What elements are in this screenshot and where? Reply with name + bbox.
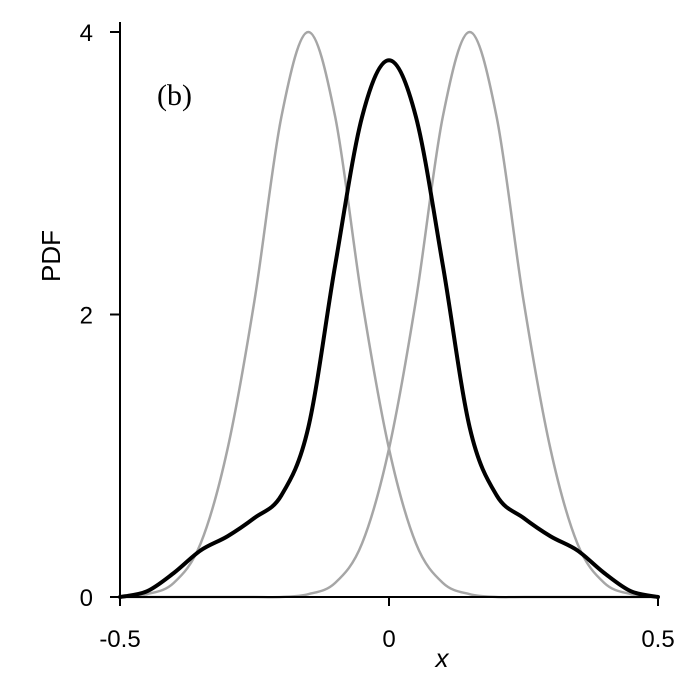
panel-label: (b): [157, 79, 192, 112]
x-tick-label: 0.5: [641, 626, 674, 653]
x-ticks: -0.5 0 0.5: [99, 597, 675, 653]
x-tick-label: 0: [382, 626, 395, 653]
component-pdf-line-1: [118, 30, 660, 599]
y-tick-label: 2: [80, 303, 93, 330]
x-tick-label: -0.5: [99, 626, 140, 653]
mixture-pdf-line: [118, 58, 660, 599]
series-layer: [118, 30, 660, 599]
y-tick-label: 0: [80, 585, 93, 612]
component-pdf-line-2: [118, 30, 660, 599]
y-tick-label: 4: [80, 20, 93, 47]
y-axis-title: PDF: [36, 230, 66, 282]
y-ticks: 0 2 4: [80, 20, 120, 612]
x-axis-title: x: [434, 643, 450, 673]
